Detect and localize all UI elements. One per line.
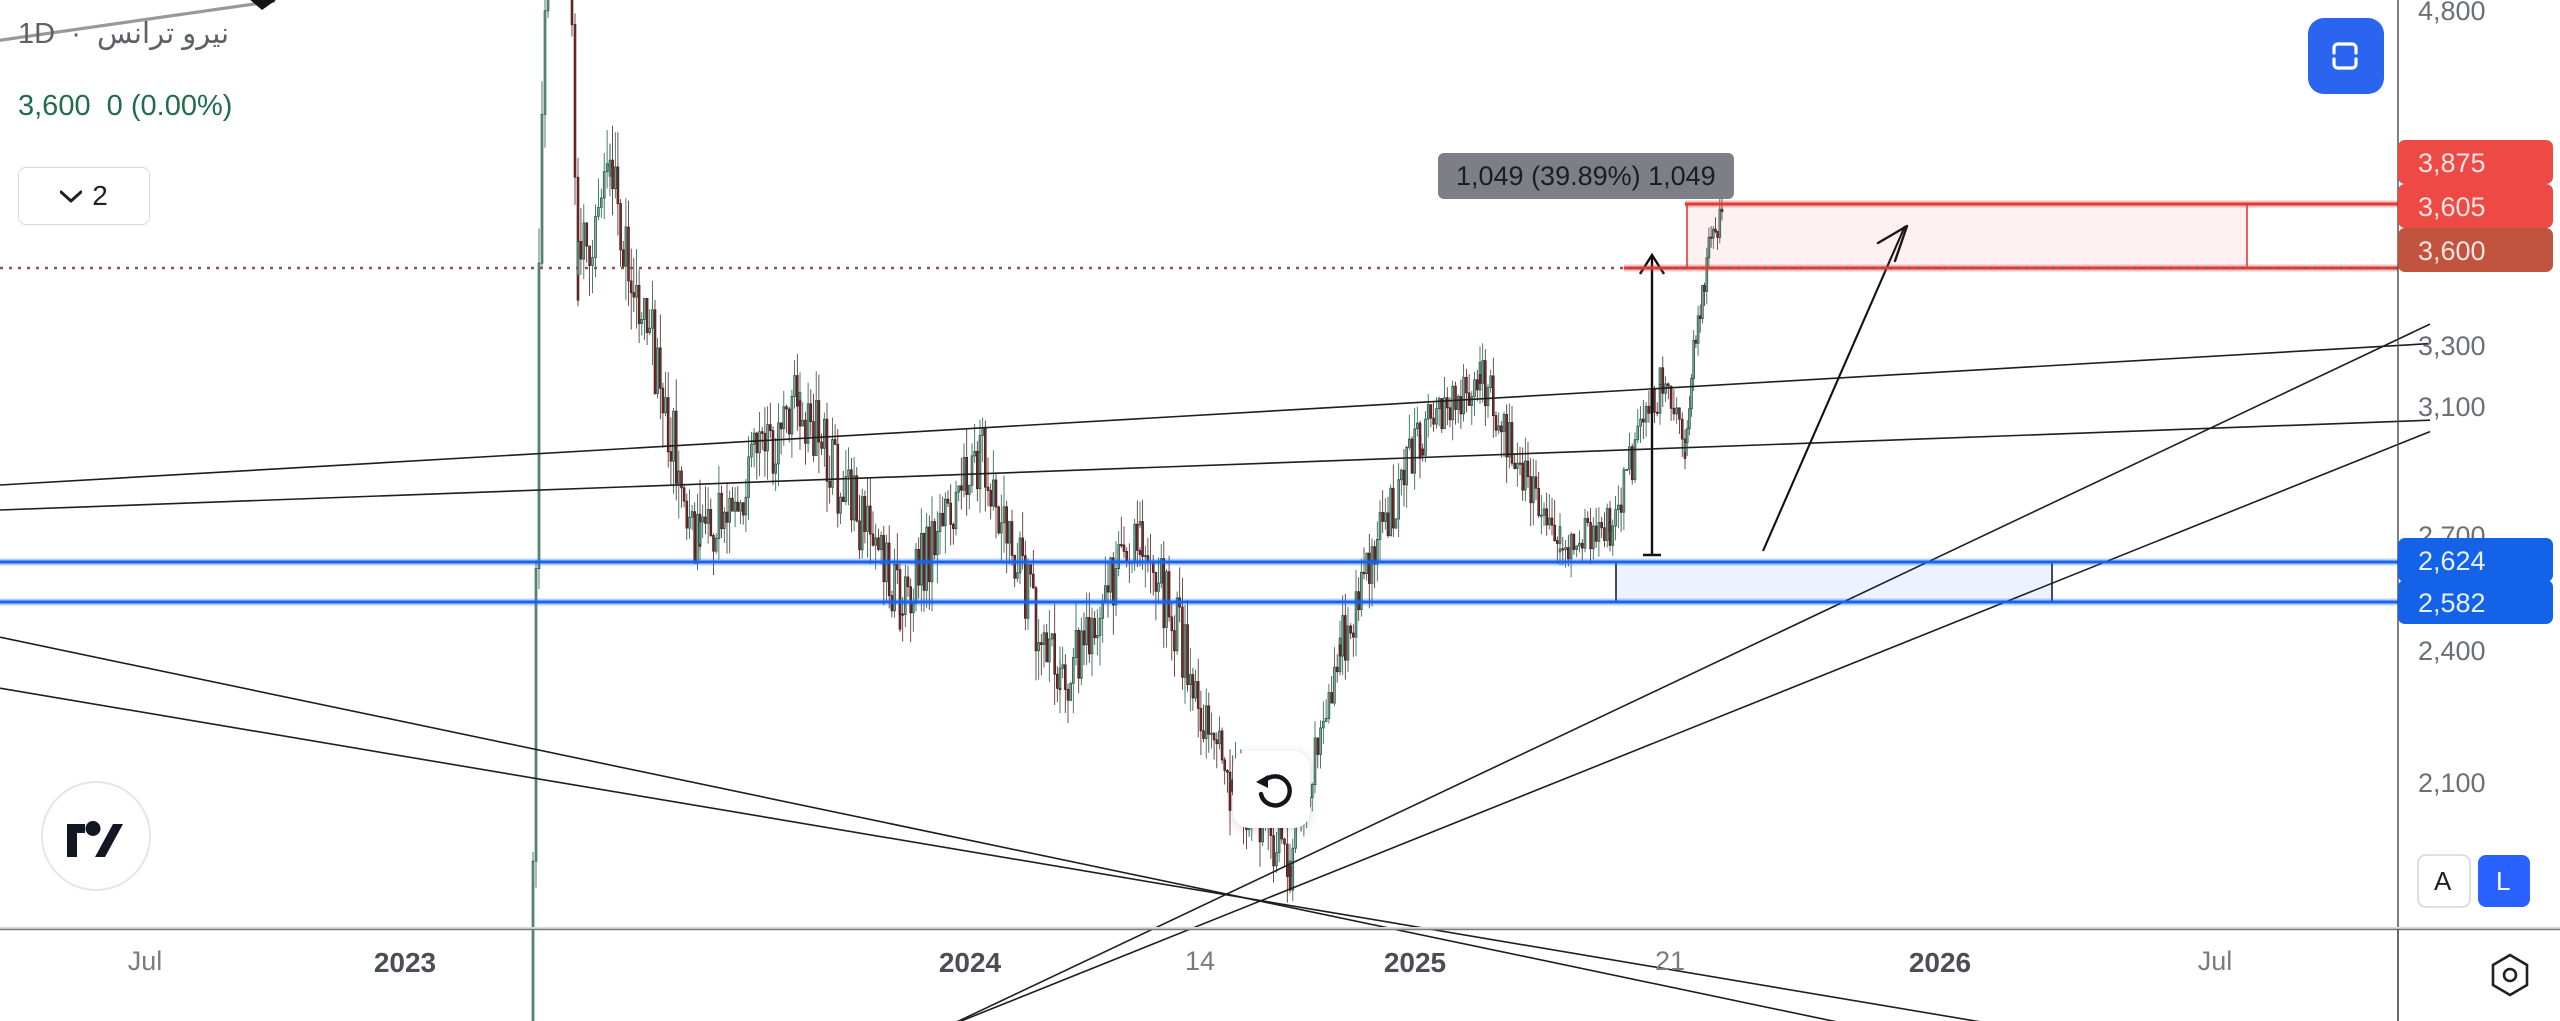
svg-text:3,600: 3,600: [2418, 236, 2486, 266]
svg-text:4,800: 4,800: [2418, 0, 2486, 26]
svg-text:3,100: 3,100: [2418, 392, 2486, 422]
svg-text:3,875: 3,875: [2418, 148, 2486, 178]
svg-text:2024: 2024: [939, 947, 1002, 978]
svg-text:2,624: 2,624: [2418, 546, 2486, 576]
svg-text:Jul: Jul: [128, 946, 163, 976]
svg-text:3,605: 3,605: [2418, 192, 2486, 222]
svg-text:2026: 2026: [1909, 947, 1971, 978]
svg-text:2,582: 2,582: [2418, 588, 2486, 618]
svg-text:L: L: [2496, 866, 2510, 896]
svg-text:2025: 2025: [1384, 947, 1446, 978]
svg-text:3,300: 3,300: [2418, 331, 2486, 361]
svg-text:2023: 2023: [374, 947, 436, 978]
svg-text:21: 21: [1655, 946, 1685, 976]
svg-text:A: A: [2434, 866, 2452, 896]
svg-text:Jul: Jul: [2198, 946, 2233, 976]
svg-text:2,400: 2,400: [2418, 636, 2486, 666]
svg-text:14: 14: [1185, 946, 1215, 976]
svg-text:2,100: 2,100: [2418, 768, 2486, 798]
